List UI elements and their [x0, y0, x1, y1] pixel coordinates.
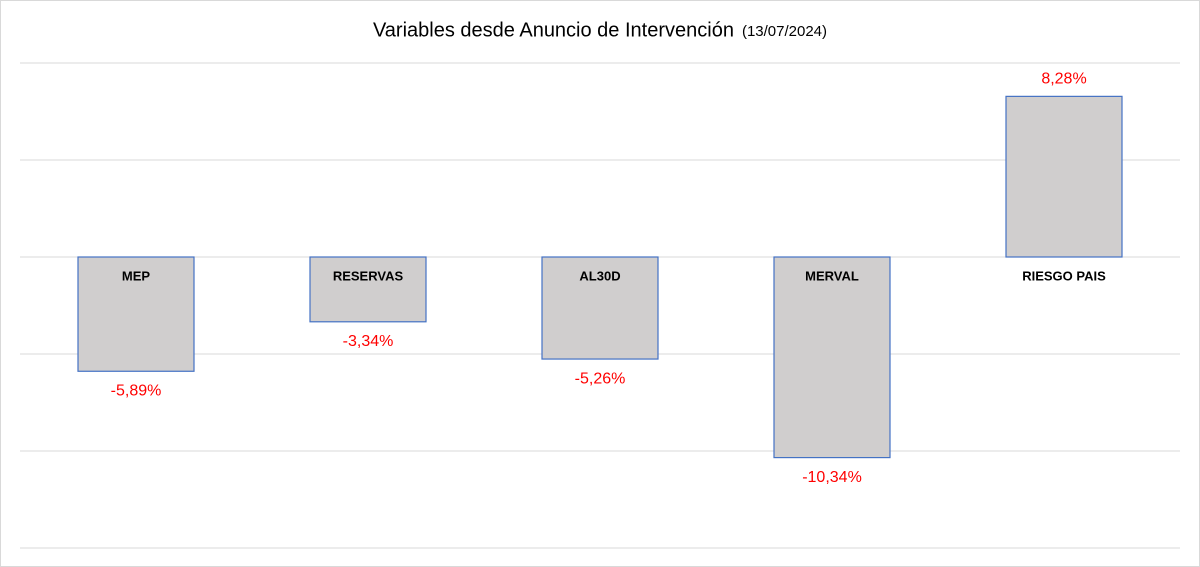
- chart-subtitle: (13/07/2024): [742, 23, 827, 40]
- category-label: RIESGO PAIS: [1022, 268, 1106, 283]
- category-label: AL30D: [579, 268, 620, 283]
- data-label: 8,28%: [1041, 71, 1086, 88]
- bar: [541, 256, 659, 360]
- category-label: RESERVAS: [333, 268, 404, 283]
- chart-title: Variables desde Anuncio de Intervención: [373, 19, 734, 41]
- bar: [1005, 95, 1123, 258]
- bar: [309, 256, 427, 323]
- data-label: -5,89%: [111, 382, 162, 399]
- bar: [773, 256, 891, 459]
- data-label: -5,26%: [575, 370, 626, 387]
- category-label: MERVAL: [805, 268, 859, 283]
- bar: [77, 256, 195, 372]
- data-label: -3,34%: [343, 333, 394, 350]
- category-label: MEP: [122, 268, 151, 283]
- data-label: -10,34%: [802, 469, 862, 486]
